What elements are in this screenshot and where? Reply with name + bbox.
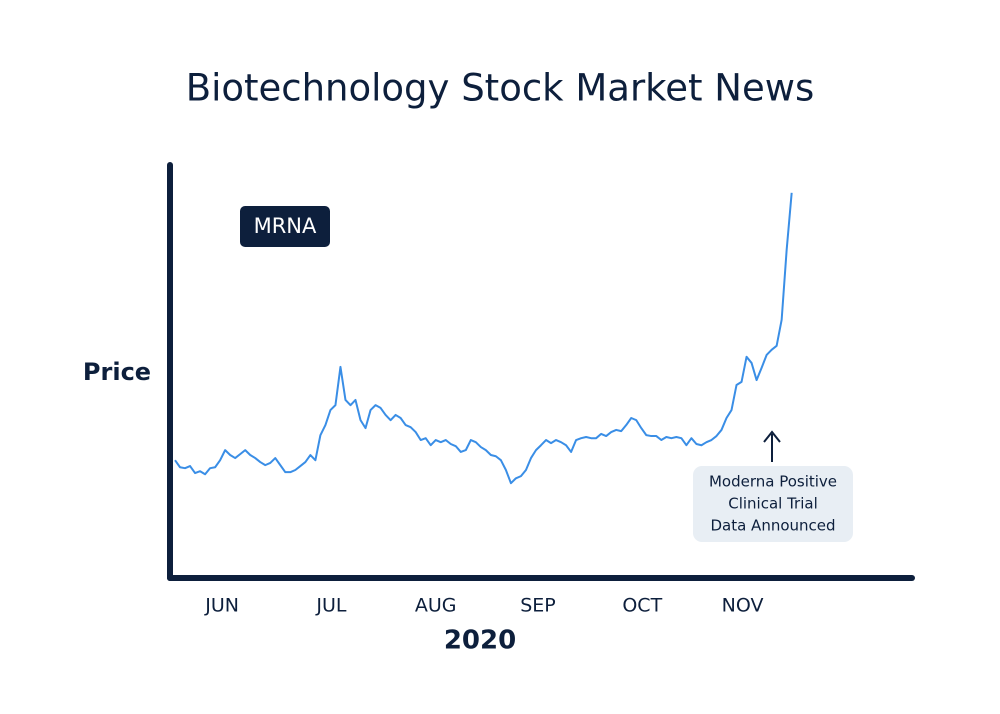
- annotation-text: Data Announced: [710, 517, 835, 535]
- y-axis-label: Price: [83, 358, 151, 386]
- price-line: [174, 192, 793, 485]
- x-tick-label: JUN: [204, 595, 239, 617]
- x-axis-label: 2020: [444, 626, 516, 656]
- annotation-text: Moderna Positive: [709, 473, 837, 491]
- x-tick-label: SEP: [520, 595, 556, 617]
- annotation-text: Clinical Trial: [728, 495, 818, 513]
- x-tick-label: AUG: [415, 595, 457, 617]
- x-tick-label: NOV: [722, 595, 764, 617]
- annotation-box: [693, 466, 853, 542]
- annotation-arrow-head: [763, 430, 781, 443]
- legend-box: [240, 206, 330, 247]
- legend-label: MRNA: [254, 214, 317, 238]
- chart-title: Biotechnology Stock Market News: [186, 67, 815, 110]
- x-tick-label: OCT: [622, 595, 662, 617]
- x-tick-label: JUL: [315, 595, 347, 617]
